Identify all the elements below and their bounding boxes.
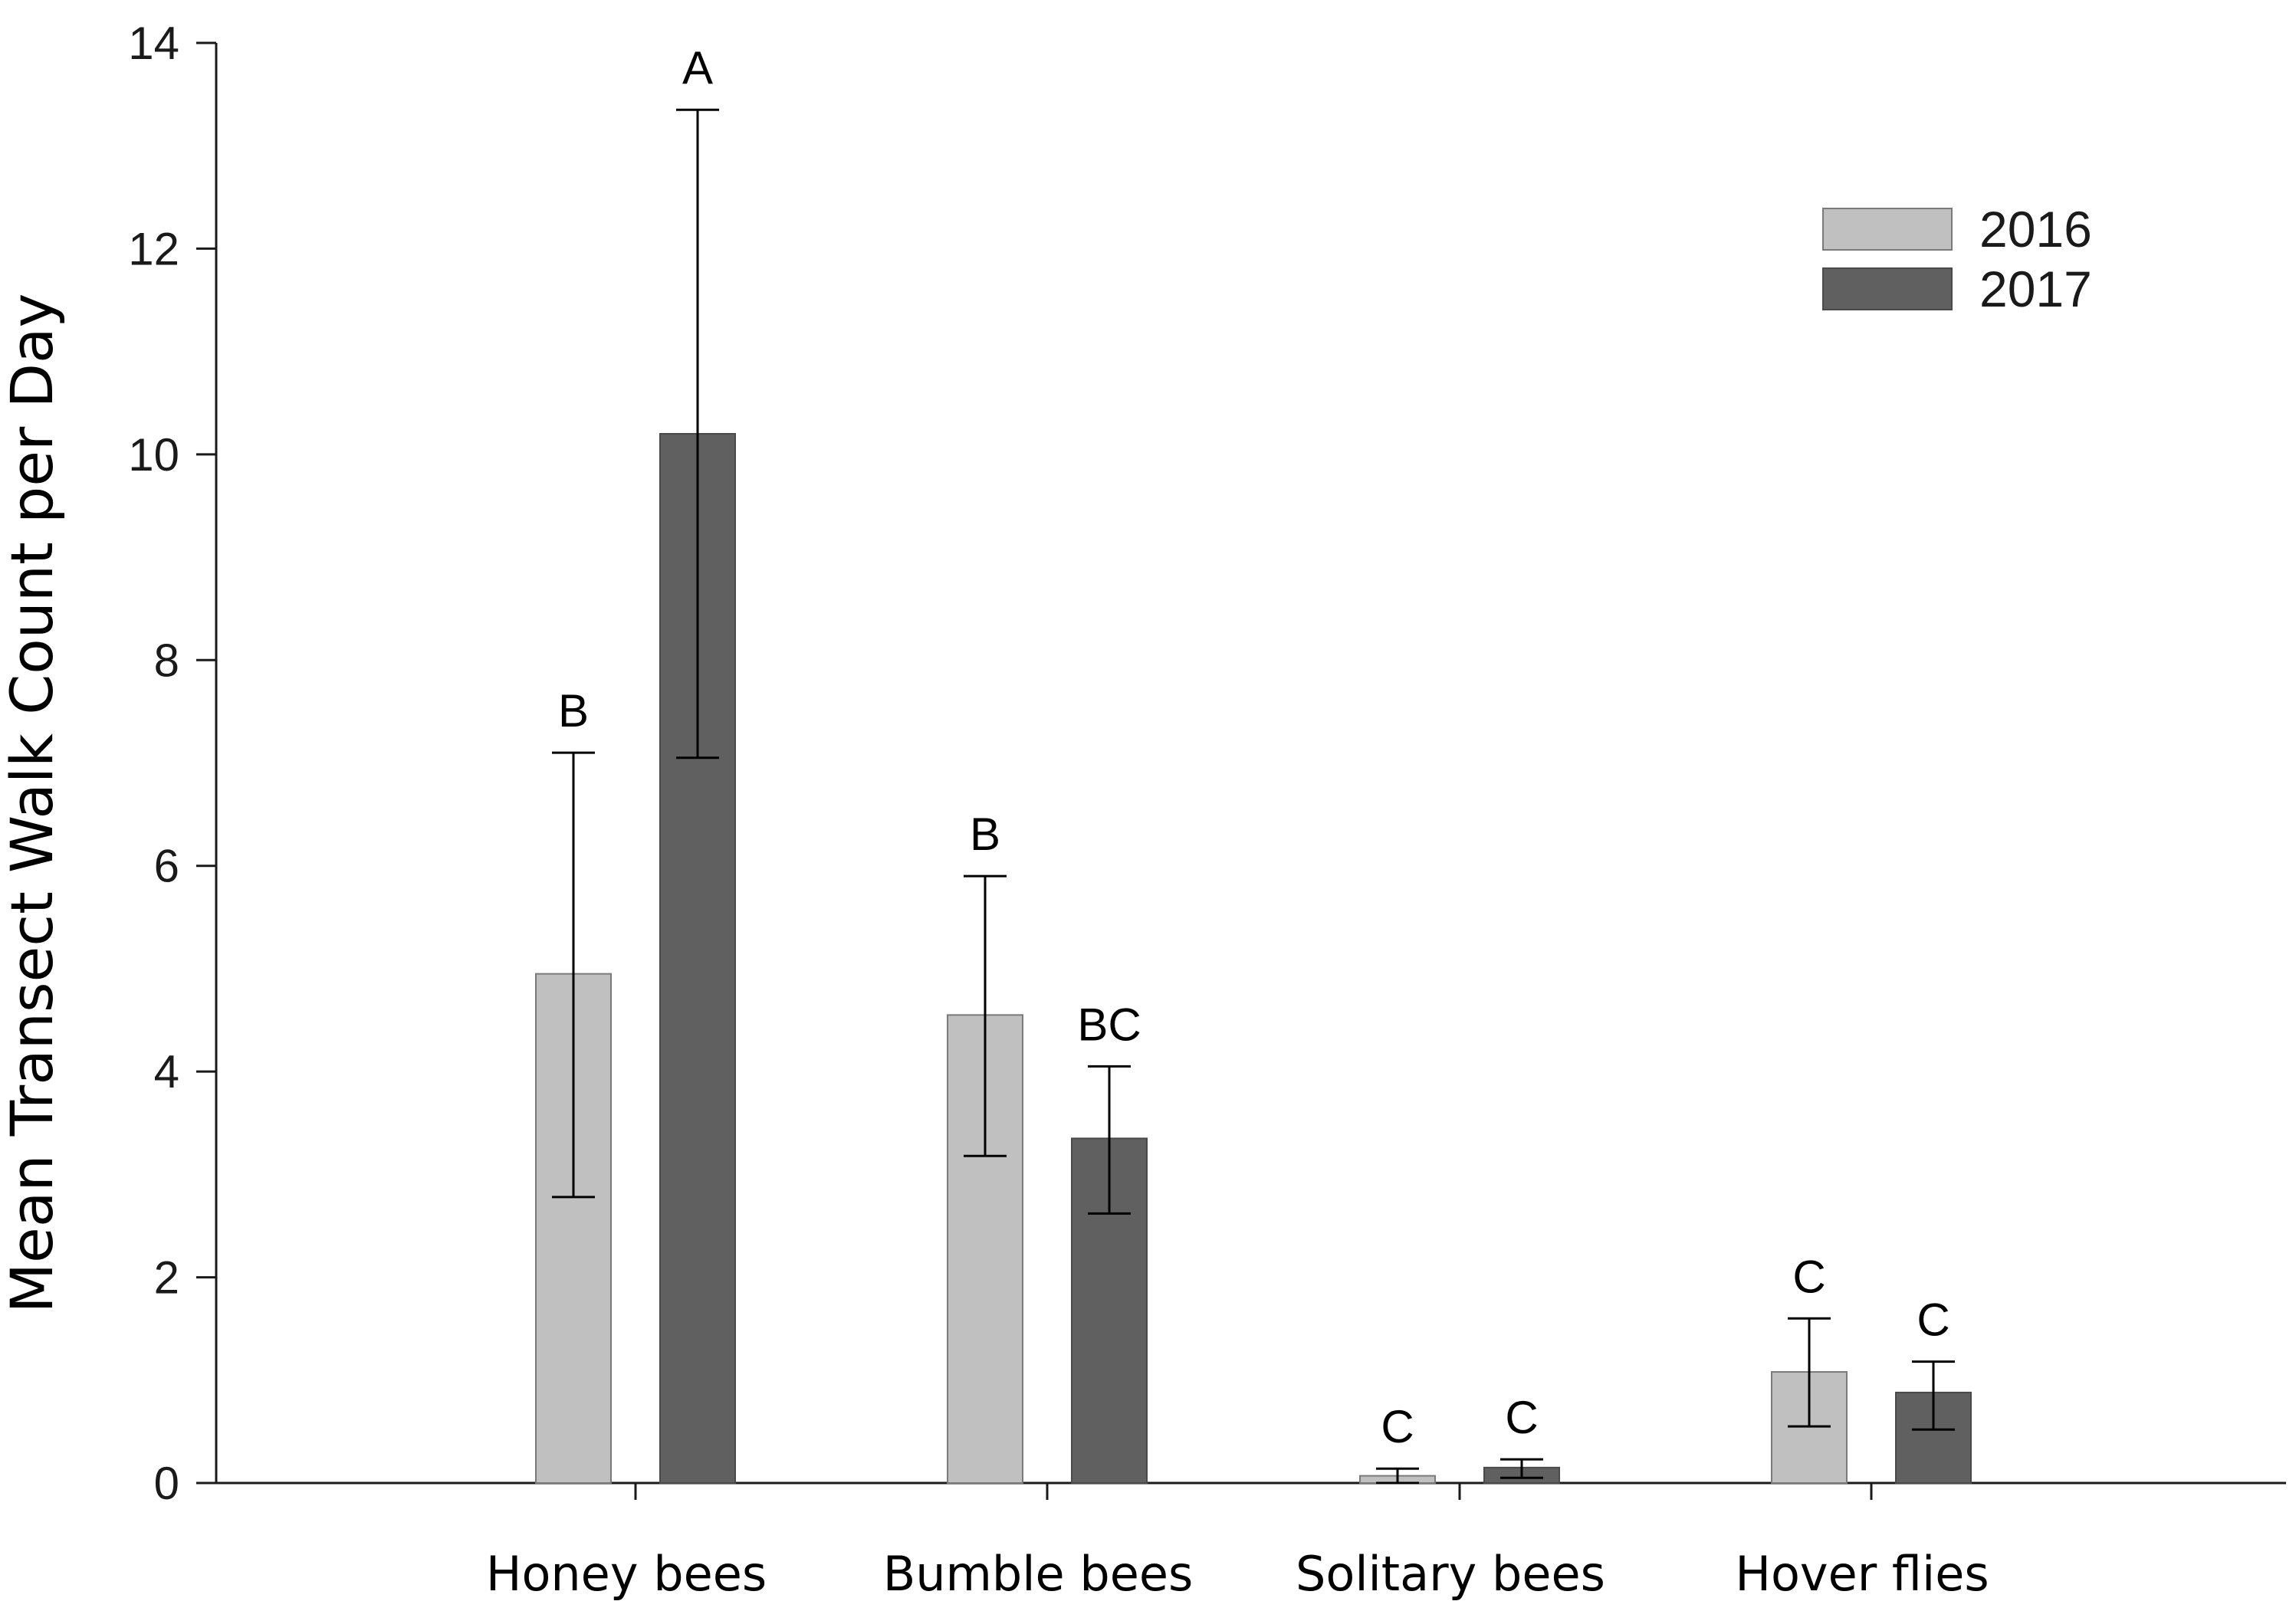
y-tick-label: 6: [154, 841, 179, 892]
bar-2017: [1895, 1391, 1972, 1485]
y-tick-label: 8: [154, 635, 179, 686]
significance-label: B: [558, 685, 589, 737]
significance-label: C: [1792, 1251, 1825, 1302]
axes: 0 2 4 6 8 10 12 14 Honey bees Bumble bees Solitary…: [128, 18, 2286, 1602]
y-axis-label: Mean Transect Walk Count per Day: [0, 293, 66, 1313]
significance-labels: B A B BC C C C C: [558, 42, 1950, 1452]
y-tick-label: 14: [128, 18, 179, 69]
significance-label: C: [1381, 1401, 1414, 1452]
significance-label: C: [1505, 1392, 1538, 1443]
y-tick-label: 10: [128, 429, 179, 481]
y-tick-label: 4: [154, 1046, 179, 1098]
significance-label: C: [1917, 1294, 1949, 1346]
significance-label: B: [970, 809, 1000, 860]
x-category-label: Honey bees: [486, 1546, 767, 1602]
y-tick-label: 12: [128, 223, 179, 274]
x-category-label: Hover flies: [1735, 1546, 1989, 1602]
legend-swatch-2016: [1822, 208, 1953, 251]
x-category-label: Solitary bees: [1296, 1546, 1605, 1602]
significance-label: BC: [1077, 999, 1141, 1050]
legend-label-2016: 2016: [1979, 201, 2092, 258]
y-tick-label: 2: [154, 1252, 179, 1304]
significance-label: A: [682, 42, 713, 94]
bars: [535, 433, 1972, 1485]
legend-swatch-2017: [1822, 267, 1953, 310]
y-tick-label: 0: [154, 1458, 179, 1509]
x-category-label: Bumble bees: [883, 1546, 1194, 1602]
error-bars: [552, 108, 1955, 1485]
legend-label-2017: 2017: [1979, 261, 2092, 317]
